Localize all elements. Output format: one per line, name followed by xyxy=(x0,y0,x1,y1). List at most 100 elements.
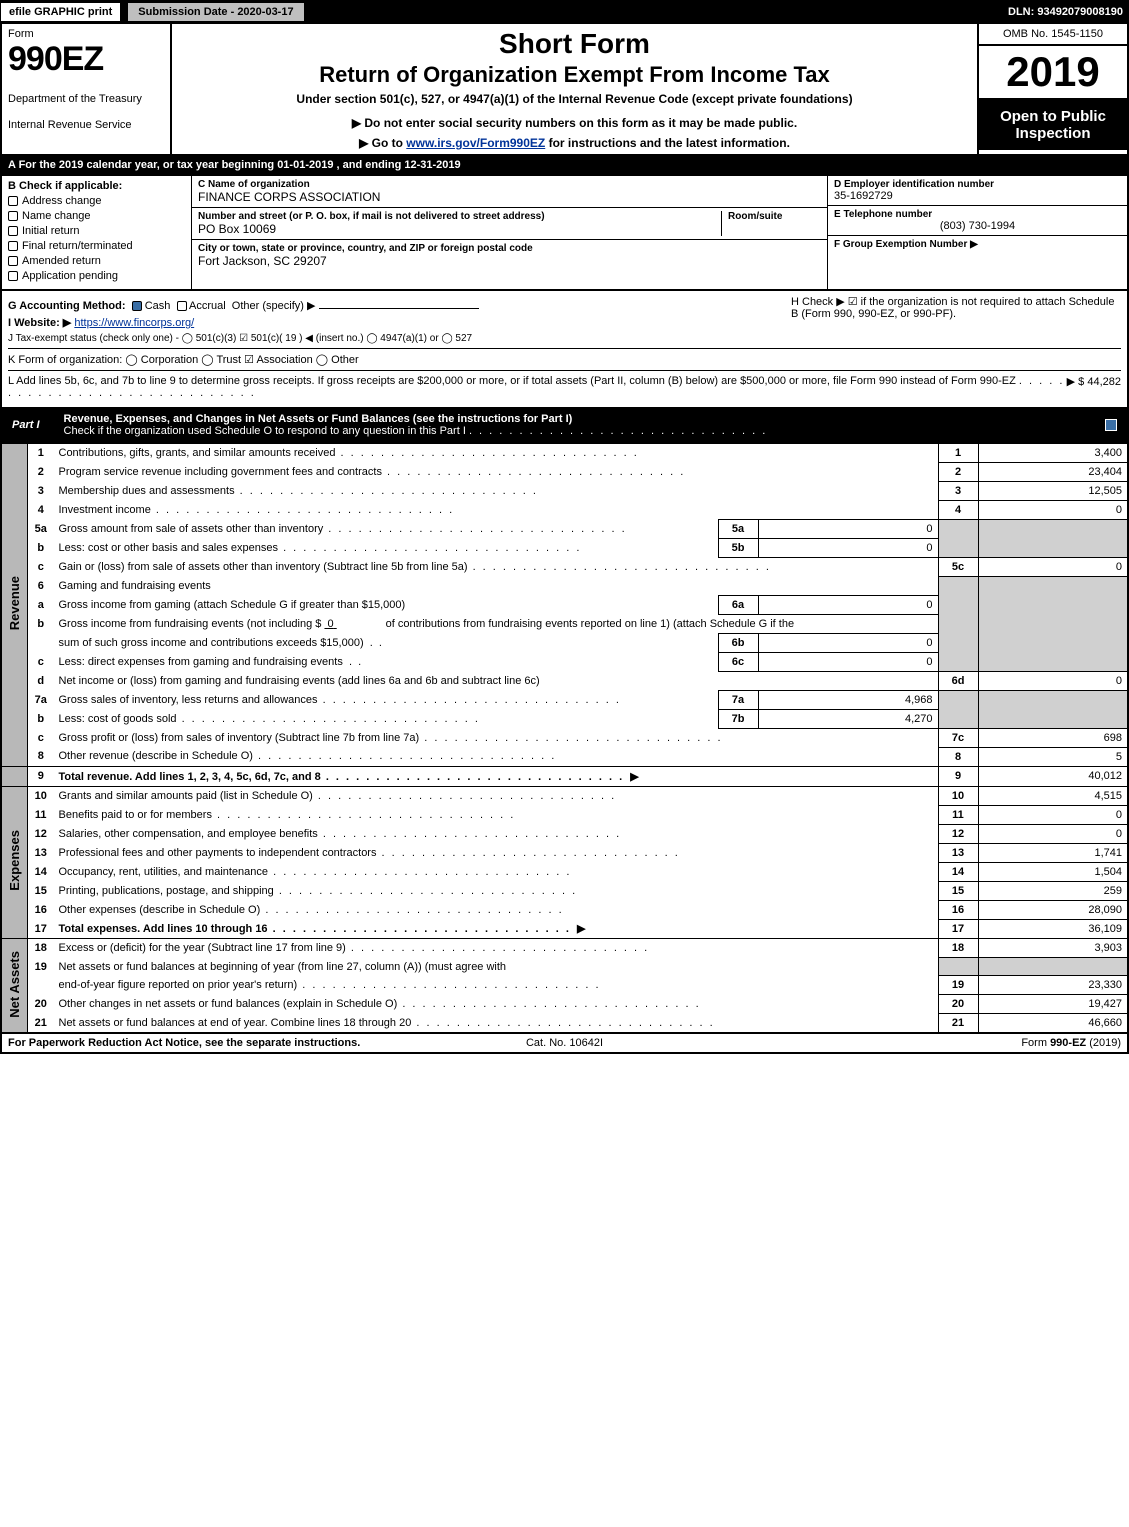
ein-value: 35-1692729 xyxy=(834,190,1121,202)
table-row: 19 Net assets or fund balances at beginn… xyxy=(1,958,1128,976)
tel-label: E Telephone number xyxy=(834,209,1121,220)
chk-cash[interactable] xyxy=(132,301,142,311)
line-ref: 17 xyxy=(938,919,978,939)
line-num: 5a xyxy=(28,520,54,539)
line-ref: 15 xyxy=(938,881,978,900)
line-desc: Net assets or fund balances at end of ye… xyxy=(54,1014,939,1034)
addr-label: Number and street (or P. O. box, if mail… xyxy=(198,211,721,222)
line-amt: 40,012 xyxy=(978,766,1128,786)
chk-address-change-label: Address change xyxy=(22,195,102,207)
title-return-exempt: Return of Organization Exempt From Incom… xyxy=(180,62,969,88)
group-exemption-label: F Group Exemption Number ▶ xyxy=(834,239,1121,250)
line-desc: Gross sales of inventory, less returns a… xyxy=(54,690,719,709)
mini-value: 0 xyxy=(758,520,938,539)
line-amt: 12,505 xyxy=(978,482,1128,501)
line-ref: 5c xyxy=(938,558,978,577)
chk-address-change[interactable]: Address change xyxy=(8,195,185,207)
gl-block: H Check ▶ ☑ if the organization is not r… xyxy=(0,291,1129,409)
line-desc: Gross income from gaming (attach Schedul… xyxy=(54,595,719,614)
org-name-label: C Name of organization xyxy=(198,179,821,190)
line-num: 18 xyxy=(28,939,54,958)
box-def: D Employer identification number 35-1692… xyxy=(827,176,1127,289)
line-amt: 0 xyxy=(978,558,1128,577)
line-amt: 1,504 xyxy=(978,862,1128,881)
line-desc: end-of-year figure reported on prior yea… xyxy=(54,976,939,995)
chk-final-return[interactable]: Final return/terminated xyxy=(8,240,185,252)
mini-value: 0 xyxy=(758,539,938,558)
box-b-header: B Check if applicable: xyxy=(8,180,185,192)
submission-date-button[interactable]: Submission Date - 2020-03-17 xyxy=(127,2,304,22)
box-b: B Check if applicable: Address change Na… xyxy=(2,176,192,289)
line-amt: 0 xyxy=(978,805,1128,824)
line-num: c xyxy=(28,728,54,747)
line-ref: 12 xyxy=(938,824,978,843)
line-num: 2 xyxy=(28,463,54,482)
line-desc: Total expenses. Add lines 10 through 16 … xyxy=(54,919,939,939)
chk-amended-return[interactable]: Amended return xyxy=(8,255,185,267)
line-amt: 259 xyxy=(978,881,1128,900)
line-desc: Program service revenue including govern… xyxy=(54,463,939,482)
entity-block: B Check if applicable: Address change Na… xyxy=(0,176,1129,291)
line-desc: Gross profit or (loss) from sales of inv… xyxy=(54,728,939,747)
lines-table: Revenue 1 Contributions, gifts, grants, … xyxy=(0,443,1129,1034)
chk-name-change[interactable]: Name change xyxy=(8,210,185,222)
mini-label: 6a xyxy=(718,595,758,614)
table-row: 12 Salaries, other compensation, and emp… xyxy=(1,824,1128,843)
row-l-text: L Add lines 5b, 6c, and 7b to line 9 to … xyxy=(8,375,1067,399)
table-row: 14 Occupancy, rent, utilities, and maint… xyxy=(1,862,1128,881)
room-suite-label: Room/suite xyxy=(728,211,821,222)
part-i-checkbox[interactable] xyxy=(1105,419,1117,431)
row-j: J Tax-exempt status (check only one) - ◯… xyxy=(8,333,1121,344)
table-row: 6 Gaming and fundraising events xyxy=(1,577,1128,596)
city-label: City or town, state or province, country… xyxy=(198,243,821,254)
city-value: Fort Jackson, SC 29207 xyxy=(198,254,821,268)
efile-button[interactable]: efile GRAPHIC print xyxy=(0,2,121,22)
line-num: 13 xyxy=(28,843,54,862)
chk-final-return-label: Final return/terminated xyxy=(22,240,133,252)
line-num: 20 xyxy=(28,995,54,1014)
ssn-warning: ▶ Do not enter social security numbers o… xyxy=(180,116,969,130)
mini-label: 7b xyxy=(718,709,758,728)
line-num: 7a xyxy=(28,690,54,709)
mini-label: 5a xyxy=(718,520,758,539)
chk-name-change-label: Name change xyxy=(22,210,91,222)
chk-initial-return[interactable]: Initial return xyxy=(8,225,185,237)
line-amt: 4,515 xyxy=(978,786,1128,805)
row-l-amount: ▶ $ 44,282 xyxy=(1067,375,1121,399)
line-ref: 21 xyxy=(938,1014,978,1034)
line-amt: 0 xyxy=(978,501,1128,520)
gray-cell xyxy=(978,520,1128,558)
line-desc: Other revenue (describe in Schedule O) xyxy=(54,747,939,766)
gray-cell xyxy=(938,577,978,672)
line-desc: Investment income xyxy=(54,501,939,520)
row-g-label: G Accounting Method: xyxy=(8,300,126,312)
line-desc: Professional fees and other payments to … xyxy=(54,843,939,862)
dept-treasury: Department of the Treasury xyxy=(8,93,164,105)
line-desc: Less: direct expenses from gaming and fu… xyxy=(54,652,719,671)
tax-year-strip: A For the 2019 calendar year, or tax yea… xyxy=(0,156,1129,176)
line-desc: Net assets or fund balances at beginning… xyxy=(54,958,939,976)
line-num: 17 xyxy=(28,919,54,939)
line-num xyxy=(28,976,54,995)
footer-right: Form 990-EZ (2019) xyxy=(750,1037,1121,1049)
line-ref: 20 xyxy=(938,995,978,1014)
line-num: 6 xyxy=(28,577,54,596)
line-ref: 11 xyxy=(938,805,978,824)
line-num: 14 xyxy=(28,862,54,881)
side-expenses: Expenses xyxy=(1,786,28,939)
website-link[interactable]: https://www.fincorps.org/ xyxy=(74,317,194,329)
gray-cell xyxy=(938,520,978,558)
mini-label: 5b xyxy=(718,539,758,558)
line-ref: 6d xyxy=(938,671,978,690)
line-num: 16 xyxy=(28,900,54,919)
irs-link[interactable]: www.irs.gov/Form990EZ xyxy=(406,136,545,150)
chk-accrual[interactable] xyxy=(177,301,187,311)
side-revenue: Revenue xyxy=(1,444,28,767)
gray-cell xyxy=(938,958,978,976)
form-number: 990EZ xyxy=(8,40,164,79)
chk-accrual-label: Accrual xyxy=(189,300,226,312)
chk-application-pending[interactable]: Application pending xyxy=(8,270,185,282)
line-num: c xyxy=(28,558,54,577)
mini-value: 0 xyxy=(758,633,938,652)
line-amt: 3,903 xyxy=(978,939,1128,958)
